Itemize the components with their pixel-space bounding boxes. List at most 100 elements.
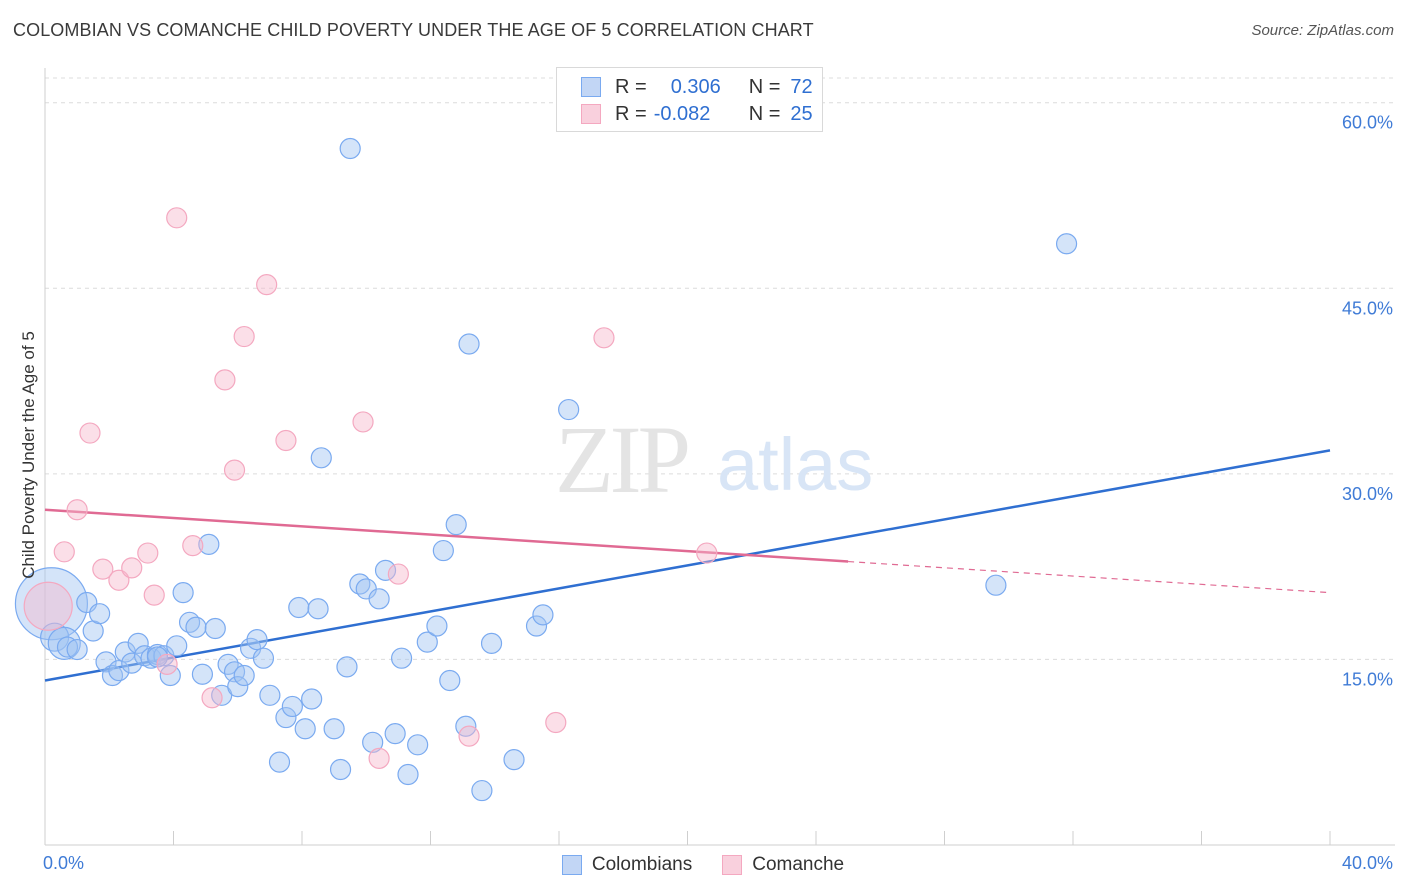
watermark-zip: ZIP <box>555 406 688 513</box>
colombians-point <box>368 588 390 610</box>
legend-r-label: R = <box>615 75 647 98</box>
colombians-point <box>439 669 461 692</box>
colombians-point <box>204 617 226 640</box>
comanche-point <box>137 542 159 564</box>
comanche-swatch-icon <box>581 104 601 124</box>
colombians-point <box>525 615 548 637</box>
comanche-point <box>593 327 615 349</box>
colombians-point <box>1055 233 1078 255</box>
colombians-point <box>397 763 419 786</box>
series-legend: Colombians Comanche <box>0 852 1406 878</box>
colombians-point <box>172 582 194 604</box>
colombians-point <box>95 651 117 673</box>
comanche-point <box>92 558 114 580</box>
comanche-point <box>256 273 278 296</box>
colombians-point <box>374 559 397 581</box>
legend-n-value: 72 <box>790 75 813 98</box>
legend-item-colombians: Colombians <box>561 852 693 878</box>
comanche-point <box>233 325 255 348</box>
colombians-point <box>362 731 384 753</box>
trend-lines <box>44 449 1331 682</box>
legend-colombians-label: Colombians <box>591 854 693 875</box>
comanche-point <box>53 541 75 563</box>
legend-n-label: N = <box>748 102 781 125</box>
colombians-point <box>480 632 503 654</box>
colombians-point <box>329 758 352 781</box>
colombians-point <box>294 718 316 740</box>
colombians-point <box>307 598 329 620</box>
comanche-point <box>108 569 130 591</box>
comanche-point <box>352 411 374 433</box>
comanche-point <box>166 207 188 229</box>
y-tick-label: 30.0% <box>1342 484 1393 504</box>
comanche-point <box>121 557 143 579</box>
colombians-point <box>89 603 111 625</box>
colombians-point <box>47 626 81 660</box>
comanche-point <box>182 535 204 557</box>
legend-n-label: N = <box>748 75 781 98</box>
colombians-point <box>558 398 580 421</box>
legend-row-comanche: R = -0.082 N = 25 <box>581 102 813 126</box>
comanche-point <box>387 563 409 585</box>
comanche-point <box>223 459 246 481</box>
x-tick-label: 40.0% <box>1342 853 1393 873</box>
comanche-legend-icon <box>722 855 743 875</box>
colombians-point <box>339 137 361 160</box>
comanche-trend-extension <box>848 560 1331 594</box>
y-axis-label: Child Poverty Under the Age of 5 <box>19 331 38 579</box>
comanche-point <box>545 711 567 734</box>
source-label: Source: ZipAtlas.com <box>1251 22 1394 39</box>
y-tick-label: 15.0% <box>1342 669 1393 689</box>
colombians-point <box>458 333 480 355</box>
colombians-trend-line <box>44 449 1331 682</box>
colombians-point <box>233 664 255 687</box>
colombians-point <box>268 751 291 773</box>
comanche-point <box>156 653 178 675</box>
colombians-point <box>426 615 448 637</box>
colombians-point <box>246 629 268 651</box>
colombians-point <box>227 676 249 698</box>
comanche-point <box>368 747 390 770</box>
colombians-point <box>503 749 525 771</box>
watermark: ZIP atlas <box>555 406 873 513</box>
y-tick-label: 60.0% <box>1342 113 1393 133</box>
correlation-legend: R = 0.306 N = 72 R = -0.082 N = 25 <box>556 67 823 132</box>
watermark-atlas: atlas <box>717 423 873 506</box>
colombians-point <box>416 631 438 653</box>
axes <box>44 68 1395 846</box>
x-tick-label: 0.0% <box>43 853 84 873</box>
colombians-point <box>198 533 220 555</box>
comanche-point <box>23 581 73 631</box>
comanche-point <box>79 422 101 444</box>
colombians-legend-icon <box>561 855 582 875</box>
colombians-point <box>185 616 207 638</box>
colombians-point <box>191 663 214 685</box>
comanche-point <box>275 429 297 452</box>
colombians-point <box>108 659 130 682</box>
colombians-point <box>471 779 493 802</box>
colombians-point <box>127 632 149 654</box>
colombians-swatch-icon <box>581 77 601 97</box>
comanche-point <box>214 369 236 391</box>
colombians-point <box>275 706 297 729</box>
colombians-point <box>166 635 188 657</box>
tick-labels: 15.0% 30.0% 45.0% 60.0% 0.0% 40.0% <box>43 113 1393 873</box>
colombians-point <box>14 567 89 641</box>
comanche-point <box>201 687 223 709</box>
points <box>14 137 1078 802</box>
colombians-point <box>384 723 406 745</box>
legend-r-label: R = <box>615 102 647 125</box>
colombians-point <box>66 638 88 661</box>
colombians-point <box>310 447 332 469</box>
colombians-point <box>323 718 345 740</box>
colombians-point <box>301 688 323 710</box>
colombians-point <box>252 647 275 669</box>
comanche-point <box>696 542 718 564</box>
gridlines <box>45 77 1395 660</box>
comanche-trend-line <box>44 508 849 563</box>
colombians-point <box>445 513 467 536</box>
colombians-point <box>259 684 281 706</box>
y-tick-label: 45.0% <box>1342 298 1393 318</box>
legend-item-comanche: Comanche <box>722 852 844 878</box>
